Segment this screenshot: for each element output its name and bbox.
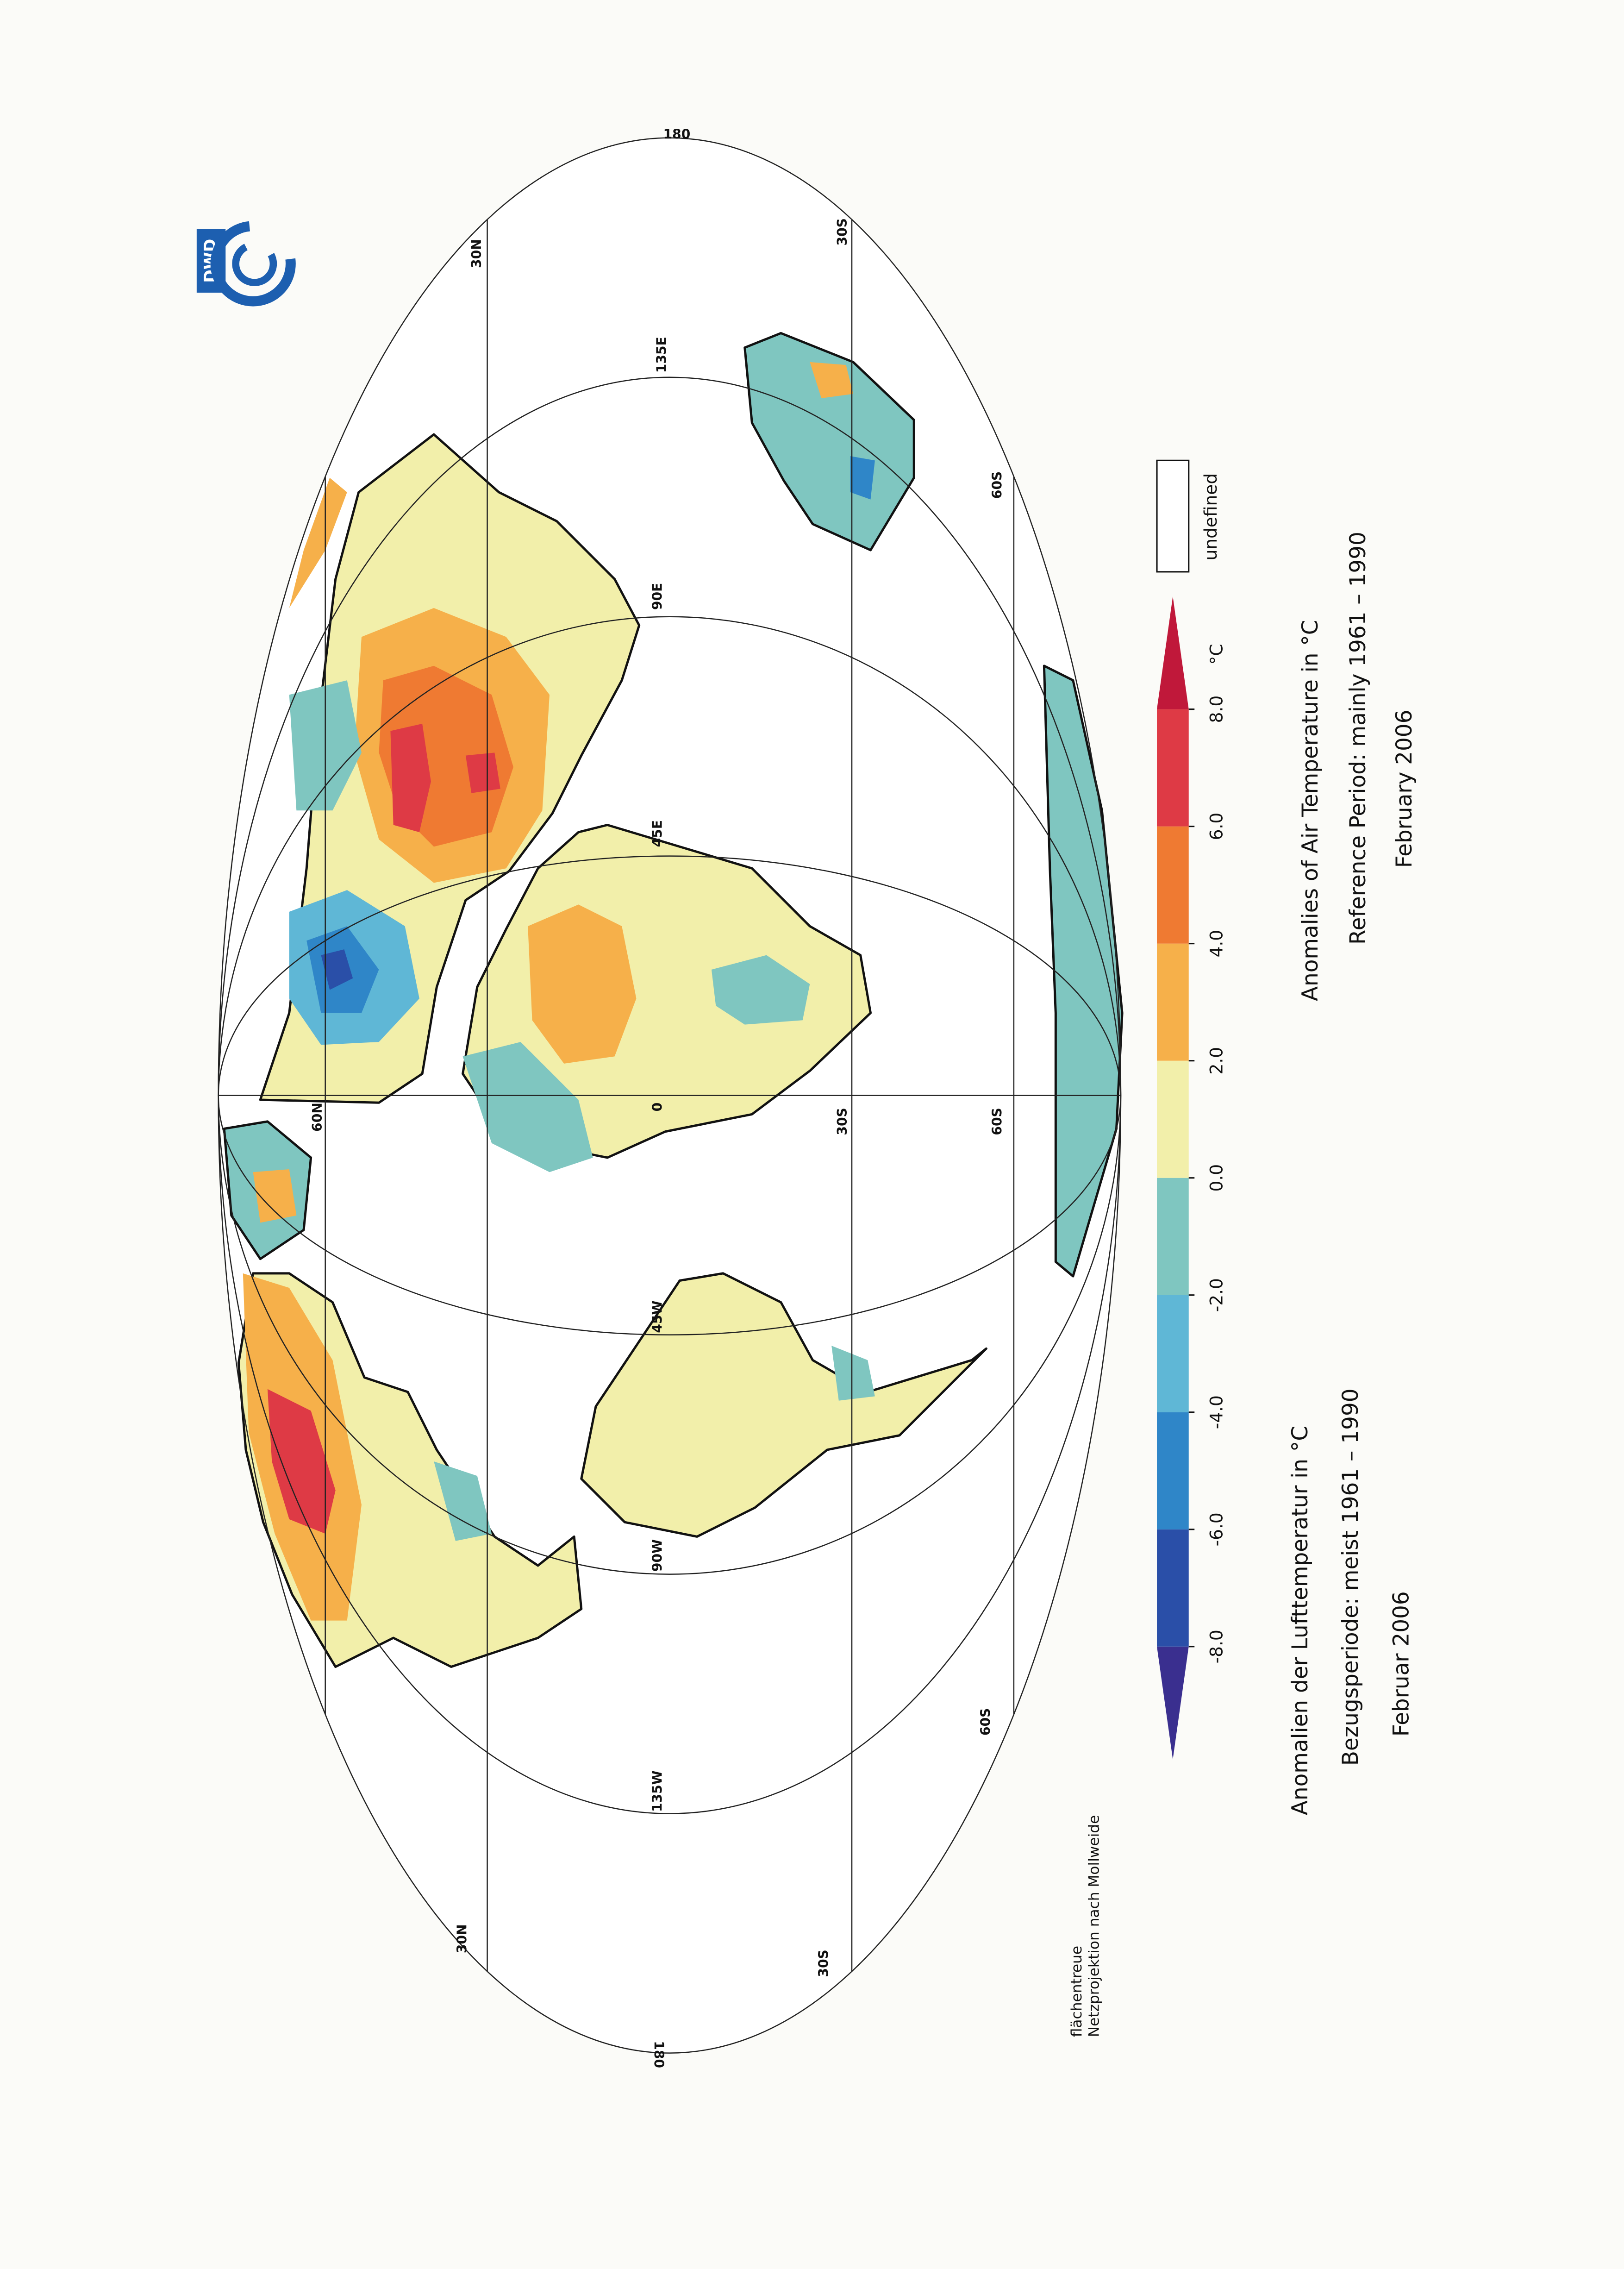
graticule-label: 60S bbox=[989, 471, 1005, 499]
legend-swatch bbox=[1157, 1412, 1189, 1529]
graticule-label: 30N bbox=[469, 239, 484, 268]
legend-swatch bbox=[1157, 826, 1189, 944]
logo: DWD bbox=[196, 221, 296, 307]
title-de: Februar 2006 bbox=[1389, 1591, 1414, 1736]
graticule-label: 180 bbox=[663, 126, 691, 142]
legend-label: -6.0 bbox=[1206, 1512, 1227, 1546]
anomaly-area bbox=[831, 1346, 875, 1401]
legend-label: -4.0 bbox=[1206, 1395, 1227, 1429]
anomaly-area bbox=[434, 1461, 492, 1541]
continent bbox=[580, 1272, 987, 1538]
legend-swatch bbox=[1157, 1529, 1189, 1647]
graticule-label: 30S bbox=[835, 1108, 850, 1135]
anomaly-area bbox=[711, 955, 810, 1025]
anomaly-area bbox=[267, 1389, 336, 1534]
continent bbox=[1043, 664, 1124, 1278]
legend-triangle bbox=[1157, 1646, 1189, 1760]
legend-undefined: undefined bbox=[1200, 473, 1221, 561]
graticule-label: 60S bbox=[989, 1108, 1005, 1135]
title-de: Bezugsperiode: meist 1961 – 1990 bbox=[1338, 1388, 1363, 1766]
legend-unit: °C bbox=[1206, 644, 1227, 664]
graticule-label: 180 bbox=[651, 2041, 666, 2068]
legend-label: 6.0 bbox=[1206, 813, 1227, 840]
logo-spiral bbox=[232, 241, 277, 286]
graticule-label: 135W bbox=[650, 1770, 665, 1812]
undefined-swatch bbox=[1156, 459, 1190, 573]
graticule-label: 0 bbox=[650, 1103, 665, 1112]
legend-label: 8.0 bbox=[1206, 696, 1227, 723]
continent bbox=[743, 332, 915, 552]
legend-label: 0.0 bbox=[1206, 1164, 1227, 1192]
title-en: Anomalies of Air Temperature in °C bbox=[1298, 620, 1323, 1001]
graticule-label: 90E bbox=[650, 583, 665, 610]
graticule-label: 45E bbox=[650, 820, 665, 847]
projection-note: flächentreue bbox=[1068, 1946, 1085, 2037]
anomaly-area bbox=[465, 752, 500, 793]
graticule-label: 60S bbox=[978, 1708, 993, 1736]
projection-note: Netzprojektion nach Mollweide bbox=[1086, 1815, 1103, 2037]
map bbox=[218, 137, 1124, 2054]
legend-swatch bbox=[1157, 1178, 1189, 1295]
legend-swatch bbox=[1157, 1295, 1189, 1412]
graticule-label: 30S bbox=[816, 1949, 831, 1977]
graticule-label: 30N bbox=[455, 1924, 470, 1953]
legend-label: 4.0 bbox=[1206, 930, 1227, 958]
graticule-label: 60N bbox=[310, 1103, 325, 1132]
anomaly-area bbox=[289, 477, 347, 608]
anomaly-area bbox=[253, 1169, 297, 1223]
logo-spiral bbox=[210, 221, 296, 307]
graticule-label: 45W bbox=[650, 1301, 665, 1333]
legend-label: -2.0 bbox=[1206, 1278, 1227, 1312]
title-de: Anomalien der Lufttemperatur in °C bbox=[1288, 1426, 1313, 1815]
legend-label: -8.0 bbox=[1206, 1630, 1227, 1663]
anomaly-area bbox=[462, 1042, 593, 1172]
title-en: February 2006 bbox=[1392, 710, 1417, 868]
legend-swatch bbox=[1157, 709, 1189, 827]
anomaly-area bbox=[528, 904, 637, 1064]
legend-swatch bbox=[1157, 1060, 1189, 1178]
legend-label: 2.0 bbox=[1206, 1047, 1227, 1075]
graticule bbox=[218, 137, 1122, 2054]
legend-triangle bbox=[1157, 596, 1189, 709]
labels: 180 30N 30S 135E 60S 90E 45E 0 60N 30S 60S 45W 90W 13… bbox=[310, 126, 1417, 2068]
anomaly-area bbox=[850, 456, 875, 500]
anomaly-area bbox=[321, 949, 353, 990]
anomaly-area bbox=[390, 723, 431, 833]
legend-swatch bbox=[1157, 943, 1189, 1061]
continent bbox=[462, 824, 872, 1159]
graticule-label: 30S bbox=[835, 218, 850, 245]
graticule-label: 135E bbox=[654, 337, 669, 373]
graticule-label: 90W bbox=[650, 1539, 665, 1572]
title-en: Reference Period: mainly 1961 – 1990 bbox=[1346, 532, 1371, 945]
map-border bbox=[218, 137, 1122, 2054]
anomaly-area bbox=[810, 362, 854, 398]
